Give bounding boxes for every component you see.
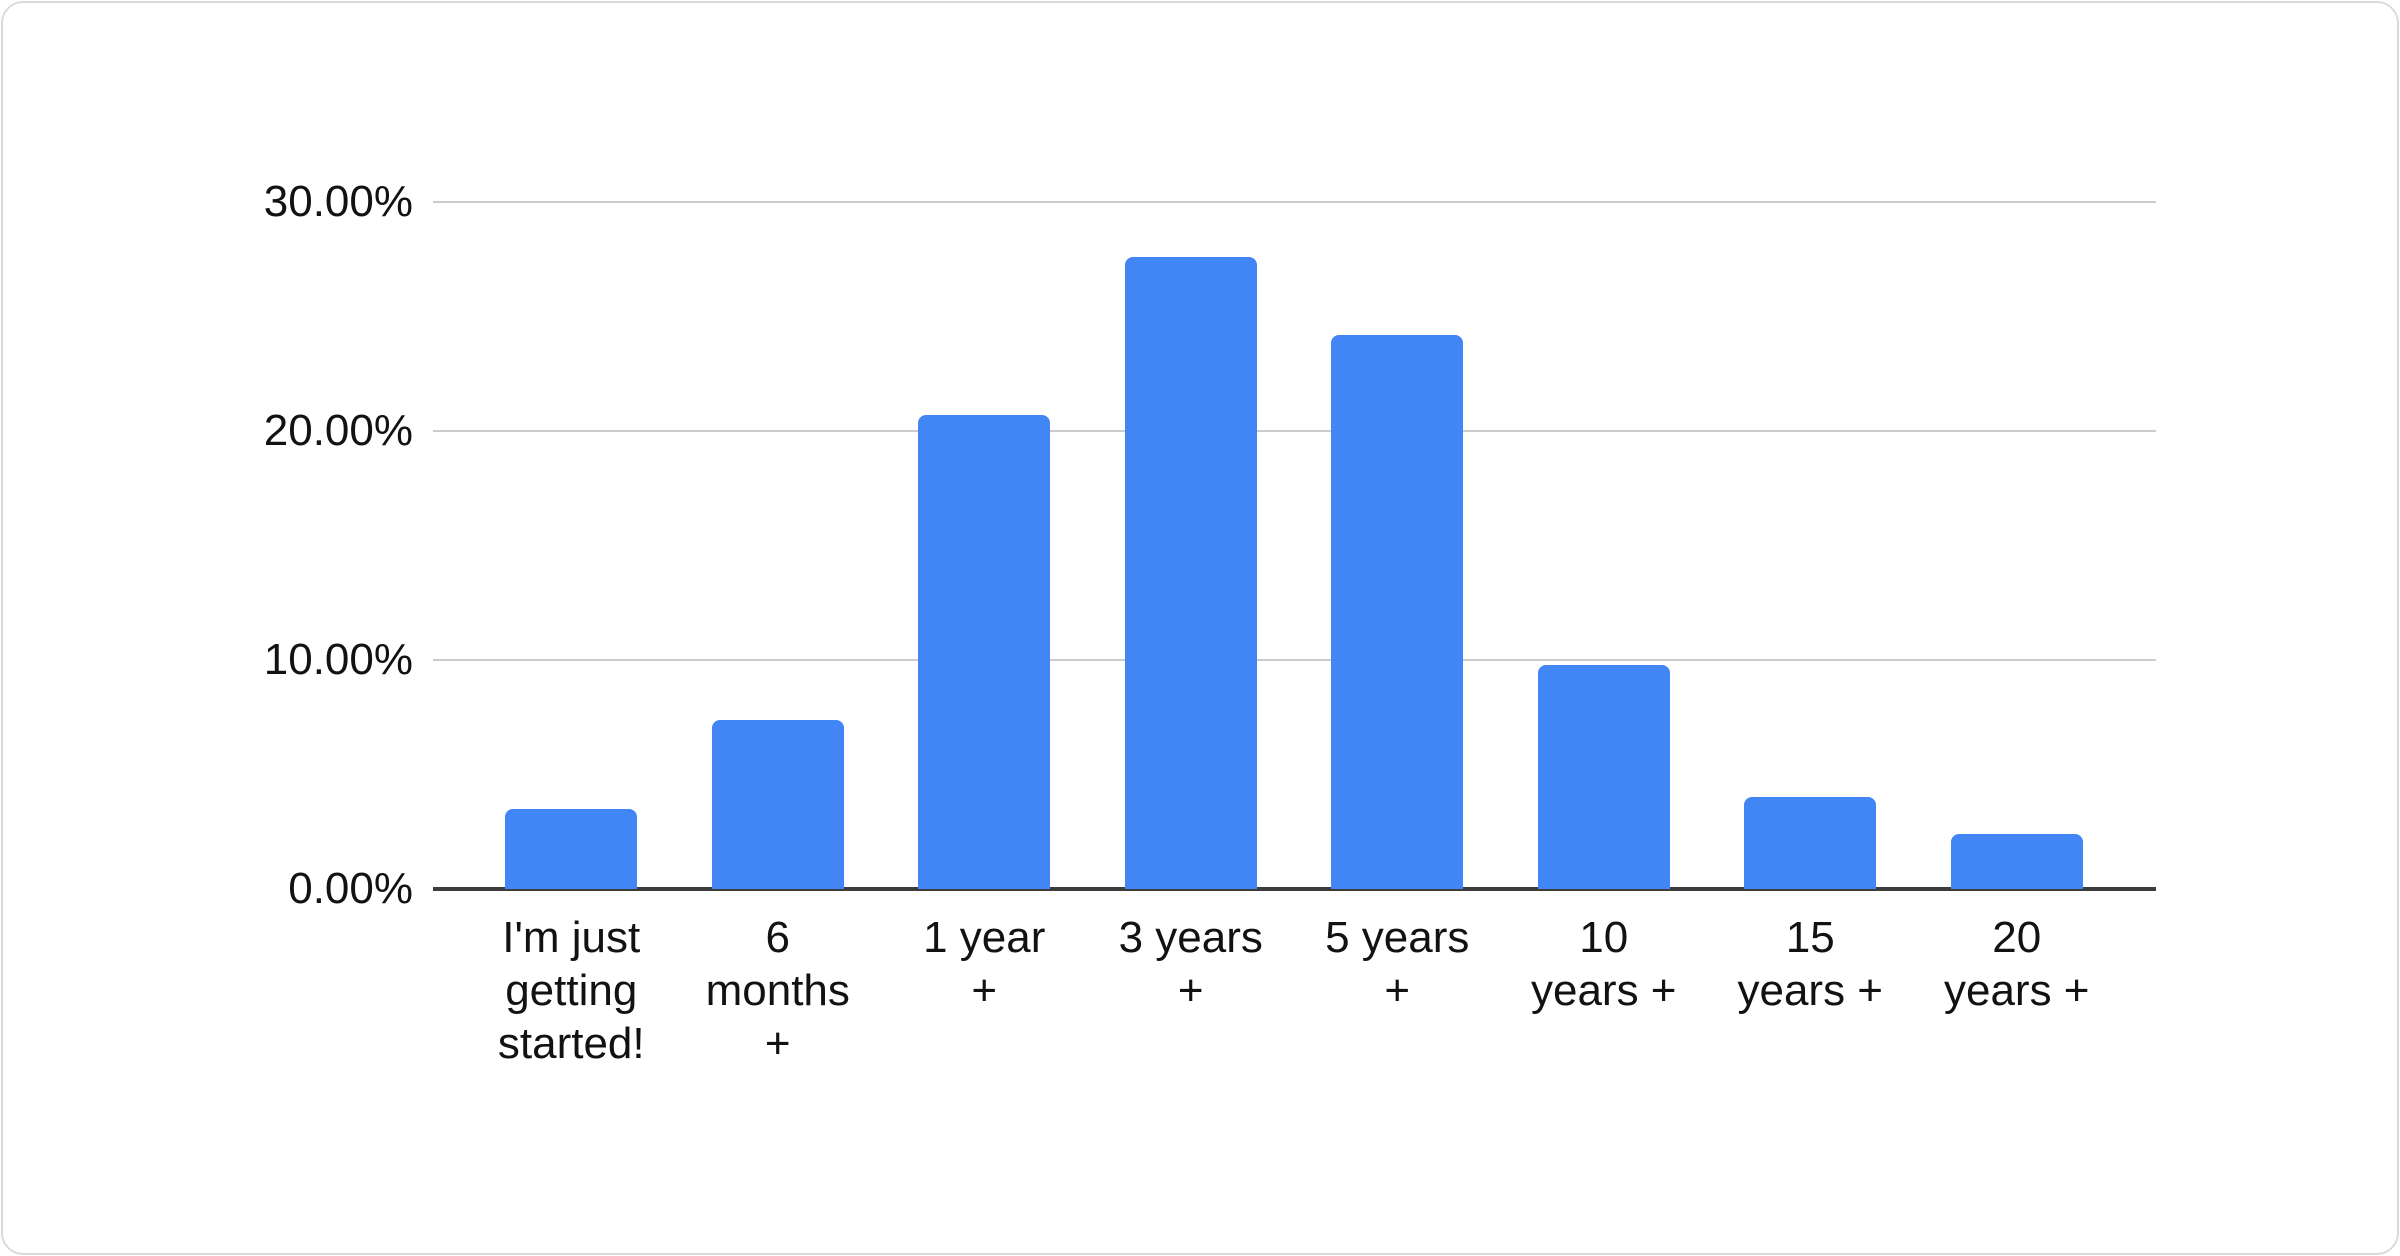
chart-bar[interactable] bbox=[711, 719, 844, 889]
y-tick-label: 10.00% bbox=[263, 635, 413, 684]
x-axis-baseline bbox=[433, 887, 2156, 891]
chart-bar[interactable] bbox=[1331, 334, 1464, 889]
chart-plot-area bbox=[433, 201, 2156, 891]
x-tick-label: 3 years + bbox=[1118, 913, 1263, 1015]
x-tick-label: 10 years + bbox=[1530, 913, 1677, 1015]
y-tick-label: 0.00% bbox=[288, 864, 413, 913]
bar-slot bbox=[881, 202, 1088, 889]
bar-slot bbox=[675, 202, 882, 889]
y-tick-label: 30.00% bbox=[263, 177, 413, 226]
chart-bar[interactable] bbox=[918, 414, 1051, 889]
x-tick-label: 15 years + bbox=[1737, 913, 1883, 1015]
x-axis-tick-labels: I'm just getting started! 6 months + 1 yea… bbox=[468, 911, 2120, 1070]
gridline-20 bbox=[433, 430, 2156, 432]
chart-bar[interactable] bbox=[505, 808, 638, 889]
chart-bar[interactable] bbox=[1124, 256, 1257, 889]
bar-slot bbox=[1294, 202, 1501, 889]
bar-slot bbox=[1088, 202, 1295, 889]
gridline-10 bbox=[433, 659, 2156, 661]
x-tick-label: 5 years + bbox=[1325, 913, 1470, 1015]
chart-bar[interactable] bbox=[1537, 664, 1670, 889]
y-tick-label: 20.00% bbox=[263, 406, 413, 455]
x-tick-label: 20 years + bbox=[1943, 913, 2090, 1015]
x-tick-label: 6 months + bbox=[705, 913, 850, 1068]
bar-slot bbox=[1914, 202, 2121, 889]
gridline-30 bbox=[433, 201, 2156, 203]
bar-series bbox=[468, 202, 2120, 889]
bar-slot bbox=[468, 202, 675, 889]
bar-slot bbox=[1707, 202, 1914, 889]
chart-bar[interactable] bbox=[1950, 834, 2083, 889]
x-tick-label: 1 year + bbox=[923, 913, 1046, 1015]
x-tick-label: I'm just getting started! bbox=[497, 913, 645, 1068]
bar-slot bbox=[1501, 202, 1708, 889]
chart-bar[interactable] bbox=[1744, 797, 1877, 889]
